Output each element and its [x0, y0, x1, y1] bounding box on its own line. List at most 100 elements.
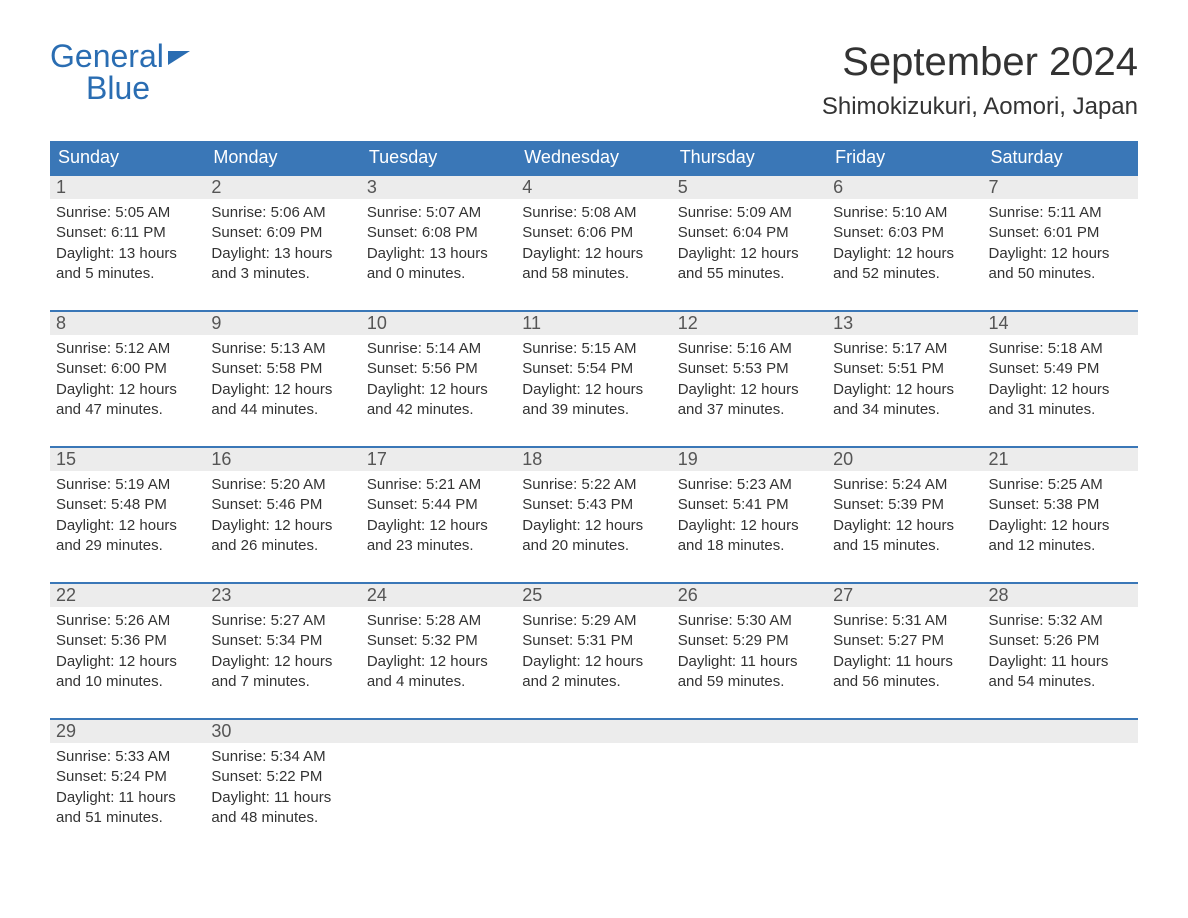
day-number: 2	[205, 176, 360, 199]
sunset-line: Sunset: 5:39 PM	[833, 495, 976, 515]
week-row: 29Sunrise: 5:33 AMSunset: 5:24 PMDayligh…	[50, 718, 1138, 836]
sunrise-line: Sunrise: 5:10 AM	[833, 203, 976, 223]
day-number: 25	[516, 584, 671, 607]
day-body: Sunrise: 5:23 AMSunset: 5:41 PMDaylight:…	[672, 471, 827, 564]
sunrise-line: Sunrise: 5:24 AM	[833, 475, 976, 495]
sunset-line: Sunset: 5:22 PM	[211, 767, 354, 787]
day-number: 1	[50, 176, 205, 199]
day-cell: 5Sunrise: 5:09 AMSunset: 6:04 PMDaylight…	[672, 176, 827, 292]
day-body: Sunrise: 5:08 AMSunset: 6:06 PMDaylight:…	[516, 199, 671, 292]
day-body: Sunrise: 5:30 AMSunset: 5:29 PMDaylight:…	[672, 607, 827, 700]
day-number-empty	[827, 720, 982, 743]
sunset-line: Sunset: 5:38 PM	[989, 495, 1132, 515]
sunset-line: Sunset: 5:51 PM	[833, 359, 976, 379]
day-cell: 7Sunrise: 5:11 AMSunset: 6:01 PMDaylight…	[983, 176, 1138, 292]
weekday-header: Wednesday	[516, 141, 671, 174]
day-body: Sunrise: 5:20 AMSunset: 5:46 PMDaylight:…	[205, 471, 360, 564]
sunset-line: Sunset: 5:44 PM	[367, 495, 510, 515]
sunrise-line: Sunrise: 5:19 AM	[56, 475, 199, 495]
sunset-line: Sunset: 5:32 PM	[367, 631, 510, 651]
day-cell: 19Sunrise: 5:23 AMSunset: 5:41 PMDayligh…	[672, 448, 827, 564]
sunset-line: Sunset: 5:27 PM	[833, 631, 976, 651]
day-cell: 28Sunrise: 5:32 AMSunset: 5:26 PMDayligh…	[983, 584, 1138, 700]
sunrise-line: Sunrise: 5:12 AM	[56, 339, 199, 359]
day-body: Sunrise: 5:06 AMSunset: 6:09 PMDaylight:…	[205, 199, 360, 292]
daylight-line: Daylight: 12 hours and 4 minutes.	[367, 652, 510, 693]
day-body: Sunrise: 5:16 AMSunset: 5:53 PMDaylight:…	[672, 335, 827, 428]
day-cell: 14Sunrise: 5:18 AMSunset: 5:49 PMDayligh…	[983, 312, 1138, 428]
day-number: 8	[50, 312, 205, 335]
daylight-line: Daylight: 12 hours and 50 minutes.	[989, 244, 1132, 285]
daylight-line: Daylight: 12 hours and 47 minutes.	[56, 380, 199, 421]
daylight-line: Daylight: 12 hours and 52 minutes.	[833, 244, 976, 285]
daylight-line: Daylight: 12 hours and 23 minutes.	[367, 516, 510, 557]
day-number: 13	[827, 312, 982, 335]
sunrise-line: Sunrise: 5:13 AM	[211, 339, 354, 359]
weekday-header: Sunday	[50, 141, 205, 174]
day-number: 30	[205, 720, 360, 743]
day-number: 10	[361, 312, 516, 335]
day-cell: 26Sunrise: 5:30 AMSunset: 5:29 PMDayligh…	[672, 584, 827, 700]
sunset-line: Sunset: 5:24 PM	[56, 767, 199, 787]
day-body: Sunrise: 5:34 AMSunset: 5:22 PMDaylight:…	[205, 743, 360, 836]
day-number: 16	[205, 448, 360, 471]
calendar: SundayMondayTuesdayWednesdayThursdayFrid…	[50, 141, 1138, 836]
day-cell	[827, 720, 982, 836]
day-number: 17	[361, 448, 516, 471]
day-number: 6	[827, 176, 982, 199]
day-cell: 11Sunrise: 5:15 AMSunset: 5:54 PMDayligh…	[516, 312, 671, 428]
sunrise-line: Sunrise: 5:05 AM	[56, 203, 199, 223]
day-number-empty	[516, 720, 671, 743]
day-body: Sunrise: 5:24 AMSunset: 5:39 PMDaylight:…	[827, 471, 982, 564]
week-row: 22Sunrise: 5:26 AMSunset: 5:36 PMDayligh…	[50, 582, 1138, 700]
sunrise-line: Sunrise: 5:34 AM	[211, 747, 354, 767]
sunset-line: Sunset: 5:46 PM	[211, 495, 354, 515]
sunrise-line: Sunrise: 5:23 AM	[678, 475, 821, 495]
day-body: Sunrise: 5:15 AMSunset: 5:54 PMDaylight:…	[516, 335, 671, 428]
daylight-line: Daylight: 12 hours and 37 minutes.	[678, 380, 821, 421]
day-body: Sunrise: 5:26 AMSunset: 5:36 PMDaylight:…	[50, 607, 205, 700]
logo: General Blue	[50, 40, 190, 104]
day-number: 28	[983, 584, 1138, 607]
sunset-line: Sunset: 5:34 PM	[211, 631, 354, 651]
location-subtitle: Shimokizukuri, Aomori, Japan	[822, 93, 1138, 121]
day-number: 12	[672, 312, 827, 335]
day-body: Sunrise: 5:21 AMSunset: 5:44 PMDaylight:…	[361, 471, 516, 564]
daylight-line: Daylight: 12 hours and 15 minutes.	[833, 516, 976, 557]
daylight-line: Daylight: 12 hours and 44 minutes.	[211, 380, 354, 421]
daylight-line: Daylight: 12 hours and 42 minutes.	[367, 380, 510, 421]
sunset-line: Sunset: 5:53 PM	[678, 359, 821, 379]
day-body: Sunrise: 5:09 AMSunset: 6:04 PMDaylight:…	[672, 199, 827, 292]
daylight-line: Daylight: 12 hours and 2 minutes.	[522, 652, 665, 693]
sunrise-line: Sunrise: 5:07 AM	[367, 203, 510, 223]
sunrise-line: Sunrise: 5:29 AM	[522, 611, 665, 631]
daylight-line: Daylight: 12 hours and 18 minutes.	[678, 516, 821, 557]
day-number: 21	[983, 448, 1138, 471]
day-body: Sunrise: 5:11 AMSunset: 6:01 PMDaylight:…	[983, 199, 1138, 292]
sunrise-line: Sunrise: 5:11 AM	[989, 203, 1132, 223]
day-cell: 20Sunrise: 5:24 AMSunset: 5:39 PMDayligh…	[827, 448, 982, 564]
day-cell: 4Sunrise: 5:08 AMSunset: 6:06 PMDaylight…	[516, 176, 671, 292]
sunrise-line: Sunrise: 5:31 AM	[833, 611, 976, 631]
day-number-empty	[983, 720, 1138, 743]
day-body: Sunrise: 5:13 AMSunset: 5:58 PMDaylight:…	[205, 335, 360, 428]
day-cell	[983, 720, 1138, 836]
daylight-line: Daylight: 12 hours and 58 minutes.	[522, 244, 665, 285]
day-cell: 16Sunrise: 5:20 AMSunset: 5:46 PMDayligh…	[205, 448, 360, 564]
day-number: 26	[672, 584, 827, 607]
sunrise-line: Sunrise: 5:18 AM	[989, 339, 1132, 359]
daylight-line: Daylight: 11 hours and 59 minutes.	[678, 652, 821, 693]
sunrise-line: Sunrise: 5:33 AM	[56, 747, 199, 767]
sunrise-line: Sunrise: 5:21 AM	[367, 475, 510, 495]
sunset-line: Sunset: 6:03 PM	[833, 223, 976, 243]
daylight-line: Daylight: 12 hours and 31 minutes.	[989, 380, 1132, 421]
day-body: Sunrise: 5:32 AMSunset: 5:26 PMDaylight:…	[983, 607, 1138, 700]
day-number: 15	[50, 448, 205, 471]
sunset-line: Sunset: 6:04 PM	[678, 223, 821, 243]
day-body: Sunrise: 5:29 AMSunset: 5:31 PMDaylight:…	[516, 607, 671, 700]
sunset-line: Sunset: 6:08 PM	[367, 223, 510, 243]
day-cell	[516, 720, 671, 836]
sunrise-line: Sunrise: 5:17 AM	[833, 339, 976, 359]
day-number: 24	[361, 584, 516, 607]
sunrise-line: Sunrise: 5:28 AM	[367, 611, 510, 631]
